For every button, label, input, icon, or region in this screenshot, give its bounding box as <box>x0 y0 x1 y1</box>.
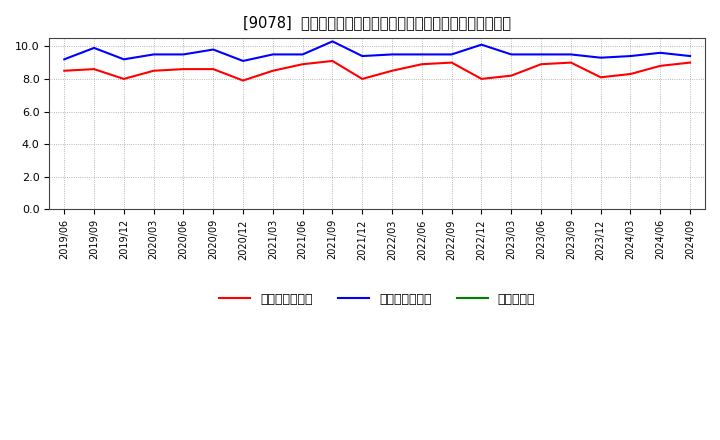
買入債務回転率 <box>447 52 456 57</box>
Legend: 売上債権回転率, 買入債務回転率, 在庫回転率: 売上債権回転率, 買入債務回転率, 在庫回転率 <box>214 288 540 311</box>
売上債権回転率 <box>596 75 605 80</box>
売上債権回転率 <box>447 60 456 65</box>
Title: [9078]  売上債権回転率、買入債務回転率、在庫回転率の推移: [9078] 売上債権回転率、買入債務回転率、在庫回転率の推移 <box>243 15 511 30</box>
買入債務回転率 <box>477 42 486 47</box>
買入債務回転率 <box>209 47 217 52</box>
売上債権回転率 <box>239 78 248 83</box>
売上債権回転率 <box>388 68 397 73</box>
売上債権回転率 <box>626 71 635 77</box>
買入債務回転率 <box>328 39 337 44</box>
売上債権回転率 <box>269 68 277 73</box>
売上債権回転率 <box>149 68 158 73</box>
買入債務回転率 <box>269 52 277 57</box>
買入債務回転率 <box>120 57 128 62</box>
買入債務回転率 <box>179 52 188 57</box>
売上債権回転率 <box>60 68 68 73</box>
買入債務回転率 <box>685 53 694 59</box>
買入債務回転率 <box>567 52 575 57</box>
売上債権回転率 <box>656 63 665 69</box>
売上債権回転率 <box>328 59 337 64</box>
売上債権回転率 <box>537 62 546 67</box>
買入債務回転率 <box>507 52 516 57</box>
売上債権回転率 <box>358 76 366 81</box>
買入債務回転率 <box>596 55 605 60</box>
買入債務回転率 <box>239 59 248 64</box>
買入債務回転率 <box>60 57 68 62</box>
売上債権回転率 <box>120 76 128 81</box>
売上債権回転率 <box>567 60 575 65</box>
買入債務回転率 <box>149 52 158 57</box>
Line: 売上債権回転率: 売上債権回転率 <box>64 61 690 81</box>
売上債権回転率 <box>209 66 217 72</box>
買入債務回転率 <box>626 53 635 59</box>
買入債務回転率 <box>358 53 366 59</box>
買入債務回転率 <box>418 52 426 57</box>
買入債務回転率 <box>656 50 665 55</box>
買入債務回転率 <box>90 45 99 51</box>
売上債権回転率 <box>418 62 426 67</box>
売上債権回転率 <box>90 66 99 72</box>
Line: 買入債務回転率: 買入債務回転率 <box>64 41 690 61</box>
買入債務回転率 <box>537 52 546 57</box>
買入債務回転率 <box>388 52 397 57</box>
売上債権回転率 <box>179 66 188 72</box>
買入債務回転率 <box>298 52 307 57</box>
売上債権回転率 <box>298 62 307 67</box>
売上債権回転率 <box>507 73 516 78</box>
売上債権回転率 <box>477 76 486 81</box>
売上債権回転率 <box>685 60 694 65</box>
